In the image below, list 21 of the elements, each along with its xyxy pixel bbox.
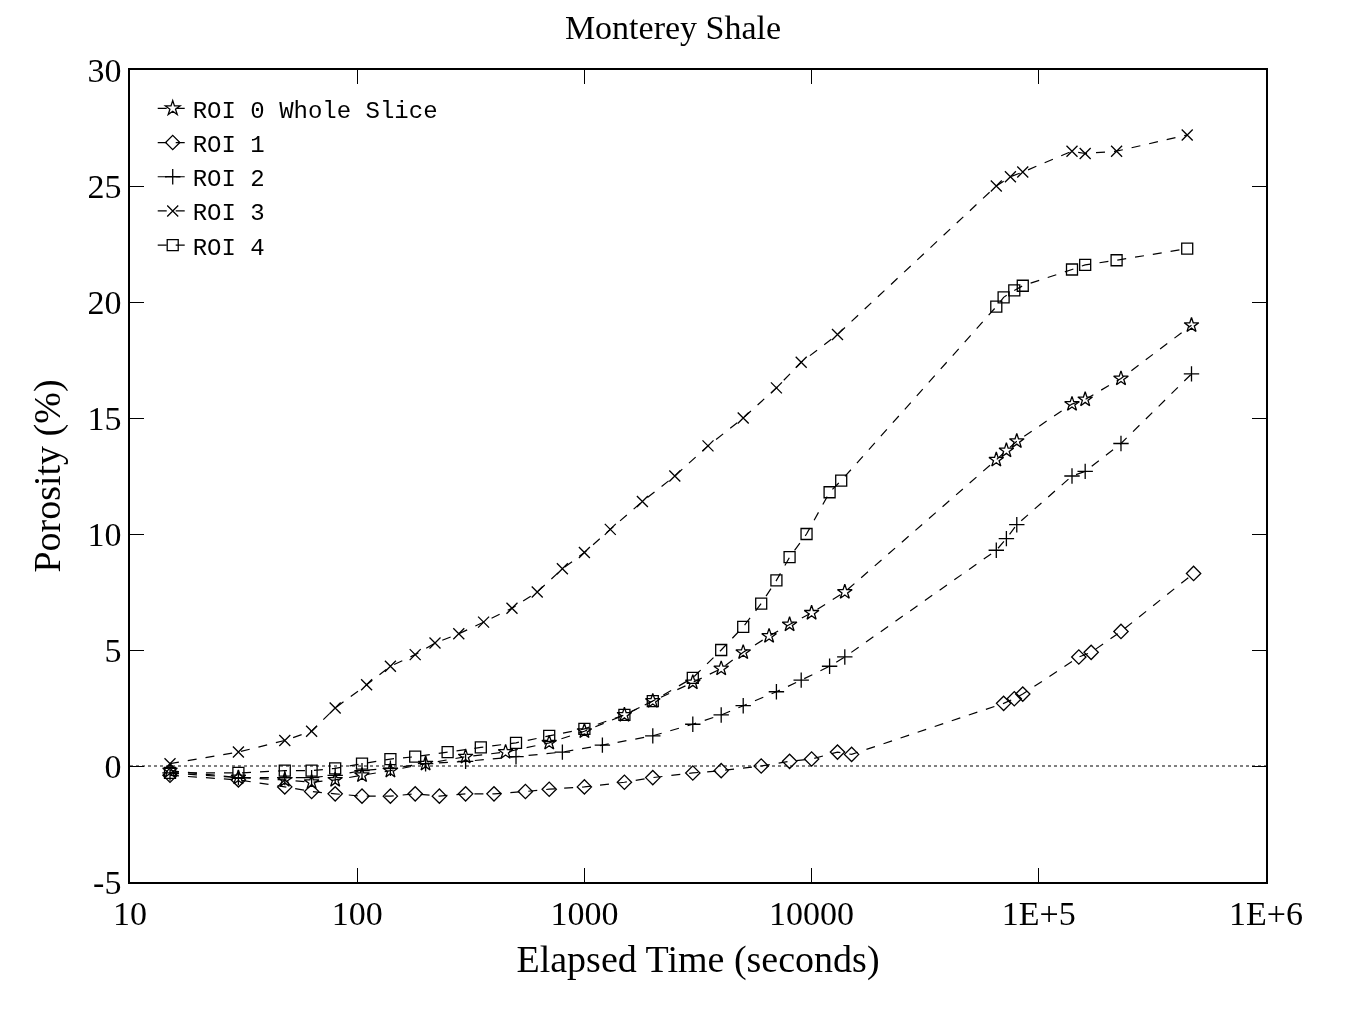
y-tick-label: 15	[87, 399, 122, 437]
x-tick-label: 100	[331, 894, 383, 932]
legend-label: ROI 4	[192, 234, 265, 262]
y-tick-label: 5	[104, 631, 122, 669]
x-tick-label: 1000	[550, 894, 619, 932]
y-tick-label: 25	[87, 167, 122, 205]
legend-label: ROI 0 Whole Slice	[192, 97, 438, 125]
y-tick-label: 0	[104, 747, 122, 785]
x-tick-label: 1E+5	[1001, 894, 1076, 932]
legend-label: ROI 2	[192, 166, 265, 194]
chart-title: Monterey Shale	[564, 8, 782, 46]
x-tick-label: 10000	[769, 894, 855, 932]
x-axis-title: Elapsed Time (seconds)	[516, 938, 880, 982]
y-tick-label: 30	[87, 51, 122, 89]
legend-label: ROI 3	[192, 200, 265, 228]
y-tick-label: 20	[87, 283, 122, 321]
x-tick-label: 1E+6	[1229, 894, 1303, 932]
y-axis-title: Porosity (%)	[26, 379, 70, 573]
y-tick-label: 10	[87, 515, 122, 553]
y-tick-label: -5	[93, 863, 122, 901]
legend-label: ROI 1	[192, 131, 265, 159]
